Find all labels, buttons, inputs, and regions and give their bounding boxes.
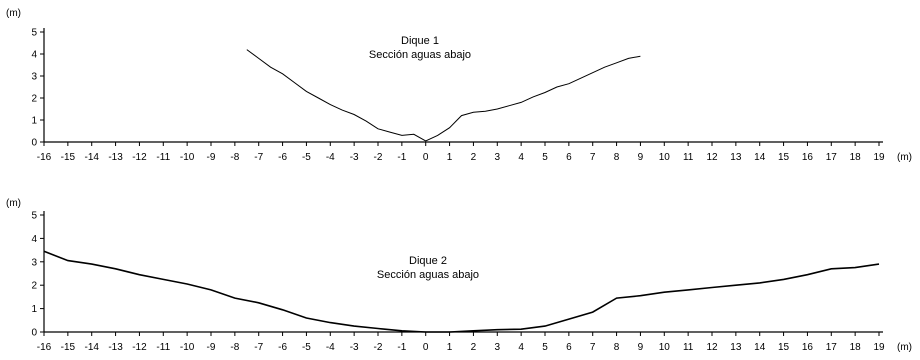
- x-tick-label: 8: [614, 342, 620, 353]
- x-tick-label: -4: [326, 152, 335, 163]
- x-tick-label: -10: [180, 342, 195, 353]
- x-tick-label: -10: [180, 152, 195, 163]
- x-tick-label: -12: [132, 342, 147, 353]
- x-tick-label: 10: [659, 342, 671, 353]
- x-tick-label: 12: [706, 342, 718, 353]
- x-tick-label: -11: [156, 152, 170, 163]
- x-tick-label: -2: [374, 152, 383, 163]
- x-tick-label: -15: [61, 342, 76, 353]
- x-tick-label: -3: [350, 152, 359, 163]
- y-tick-label: 1: [31, 304, 37, 315]
- x-tick-label: 14: [754, 152, 766, 163]
- chart-subtitle: Sección aguas abajo: [369, 49, 471, 61]
- x-tick-label: 0: [423, 342, 429, 353]
- x-tick-label: 18: [850, 342, 862, 353]
- y-tick-label: 3: [31, 257, 37, 268]
- x-tick-label: 19: [873, 342, 885, 353]
- y-tick-label: 3: [31, 72, 37, 83]
- x-tick-label: 15: [778, 152, 790, 163]
- x-tick-label: 16: [802, 152, 814, 163]
- x-tick-label: 13: [730, 152, 742, 163]
- x-tick-label: 14: [754, 342, 766, 353]
- x-tick-label: 17: [826, 152, 838, 163]
- x-tick-label: -16: [37, 342, 52, 353]
- x-tick-label: 4: [518, 152, 524, 163]
- x-tick-label: 10: [659, 152, 671, 163]
- x-tick-label: -2: [374, 342, 383, 353]
- x-tick-label: -7: [254, 342, 263, 353]
- x-tick-label: -8: [230, 342, 239, 353]
- x-tick-label: -5: [302, 152, 311, 163]
- y-axis-unit-label: (m): [6, 8, 21, 19]
- x-tick-label: 9: [638, 152, 644, 163]
- y-axis-unit-label: (m): [6, 198, 21, 209]
- x-tick-label: -5: [302, 342, 311, 353]
- x-tick-label: -3: [350, 342, 359, 353]
- x-tick-label: 17: [826, 342, 838, 353]
- profile-series-line: [246, 49, 641, 142]
- x-tick-label: 7: [590, 152, 596, 163]
- y-tick-label: 0: [31, 328, 37, 339]
- x-tick-label: -15: [61, 152, 76, 163]
- profile-series-line: [43, 250, 880, 333]
- x-tick-label: -14: [84, 342, 99, 353]
- x-tick-label: 7: [590, 342, 596, 353]
- x-tick-label: 8: [614, 152, 620, 163]
- x-tick-label: -1: [397, 152, 406, 163]
- x-tick-label: -16: [37, 152, 52, 163]
- y-tick-label: 5: [31, 28, 37, 39]
- y-tick-label: 2: [31, 94, 37, 105]
- x-tick-label: -14: [84, 152, 99, 163]
- x-tick-label: 3: [495, 342, 501, 353]
- x-tick-label: 15: [778, 342, 790, 353]
- x-tick-label: 3: [495, 152, 501, 163]
- y-tick-label: 1: [31, 116, 37, 127]
- x-tick-label: 4: [518, 342, 524, 353]
- x-tick-label: -6: [278, 342, 287, 353]
- x-tick-label: 1: [447, 342, 453, 353]
- x-tick-label: 5: [542, 342, 548, 353]
- y-tick-label: 2: [31, 281, 37, 292]
- x-axis-unit-label: (m): [897, 152, 912, 163]
- x-tick-label: 19: [873, 152, 885, 163]
- x-tick-label: -6: [278, 152, 287, 163]
- x-tick-label: 0: [423, 152, 429, 163]
- x-tick-label: 16: [802, 342, 814, 353]
- x-tick-label: 1: [447, 152, 453, 163]
- y-tick-label: 4: [31, 234, 37, 245]
- x-tick-label: 5: [542, 152, 548, 163]
- x-axis-unit-label: (m): [897, 342, 912, 353]
- x-tick-label: 11: [683, 342, 694, 353]
- x-tick-label: -8: [230, 152, 239, 163]
- x-tick-label: -12: [132, 152, 147, 163]
- x-tick-label: 12: [706, 152, 718, 163]
- x-tick-label: 18: [850, 152, 862, 163]
- x-tick-label: -7: [254, 152, 263, 163]
- x-tick-label: -4: [326, 342, 335, 353]
- chart-subtitle: Sección aguas abajo: [377, 269, 479, 281]
- x-tick-label: -9: [207, 152, 216, 163]
- x-tick-label: -9: [207, 342, 216, 353]
- x-tick-label: 6: [566, 342, 572, 353]
- x-tick-label: -1: [397, 342, 406, 353]
- y-tick-label: 5: [31, 211, 37, 222]
- x-tick-label: 6: [566, 152, 572, 163]
- y-tick-label: 0: [31, 138, 37, 149]
- y-tick-label: 4: [31, 50, 37, 61]
- x-tick-label: -11: [156, 342, 170, 353]
- x-tick-label: 2: [471, 342, 477, 353]
- x-tick-label: 9: [638, 342, 644, 353]
- x-tick-label: 13: [730, 342, 742, 353]
- x-tick-label: -13: [108, 152, 123, 163]
- x-tick-label: 2: [471, 152, 477, 163]
- x-tick-label: -13: [108, 342, 123, 353]
- chart-title: Dique 1: [401, 35, 439, 47]
- chart-title: Dique 2: [409, 255, 447, 267]
- x-tick-label: 11: [683, 152, 694, 163]
